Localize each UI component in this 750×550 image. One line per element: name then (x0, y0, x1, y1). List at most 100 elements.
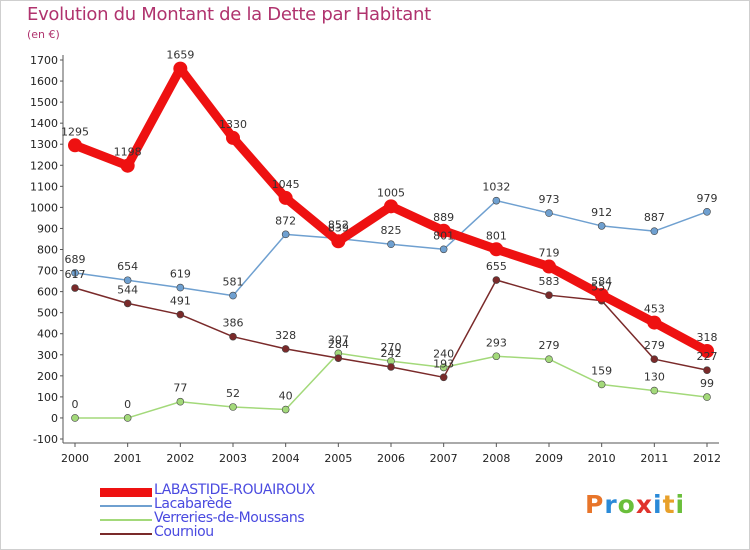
data-point (176, 283, 185, 292)
data-label: 973 (539, 193, 560, 206)
y-tick-label: 500 (37, 307, 58, 320)
data-point (594, 287, 609, 302)
series-courniou (71, 276, 711, 382)
x-tick-label: 2001 (114, 452, 142, 465)
logo-letter: t (662, 490, 676, 519)
data-label: 279 (644, 339, 665, 352)
chart-subtitle: (en €) (27, 28, 60, 41)
data-point (650, 227, 659, 235)
logo-letter: r (604, 490, 618, 519)
y-tick-label: 1200 (30, 159, 58, 172)
logo-letter: i (675, 490, 686, 519)
data-label: 1330 (219, 118, 247, 131)
data-label: 1659 (166, 49, 194, 62)
data-point (439, 245, 448, 254)
legend-label: Courniou (154, 524, 214, 540)
data-point (545, 291, 553, 299)
proxiti-logo: Proxiti (585, 490, 685, 519)
data-label: 1005 (377, 186, 405, 199)
data-label: 872 (275, 214, 296, 227)
chart-title: Evolution du Montant de la Dette par Hab… (27, 4, 431, 25)
data-point (597, 222, 606, 230)
data-point (387, 240, 395, 249)
legend-swatch (100, 533, 152, 535)
logo-letter: o (617, 490, 636, 519)
data-label: 1198 (114, 146, 142, 159)
x-tick-label: 2000 (61, 452, 89, 465)
legend-swatch (100, 519, 152, 521)
legend-label: Lacabarède (154, 496, 232, 512)
data-point (647, 315, 662, 330)
y-tick-label: -100 (33, 433, 58, 446)
legend-label: Verreries-de-Moussans (154, 510, 305, 526)
chart-axes: -100010020030040050060070080090010001100… (30, 54, 721, 465)
logo-letter: x (635, 490, 653, 519)
series-line (74, 199, 708, 297)
series-layer (68, 61, 714, 422)
data-point (489, 242, 504, 257)
data-point (703, 393, 711, 401)
data-label: 77 (173, 382, 187, 395)
data-label: 0 (72, 398, 79, 411)
data-point (597, 380, 606, 389)
data-label: 1045 (272, 178, 300, 191)
data-label: 825 (381, 224, 402, 237)
data-label: 544 (117, 283, 138, 296)
data-point (545, 355, 553, 363)
data-label: 307 (328, 333, 349, 346)
y-tick-label: 300 (37, 349, 58, 362)
data-point (71, 414, 79, 422)
data-point (176, 310, 185, 319)
data-point (173, 61, 188, 76)
logo-letter: i (653, 490, 663, 519)
y-tick-label: 1000 (30, 201, 58, 214)
data-label: 912 (591, 206, 612, 219)
y-tick-label: 1100 (30, 180, 58, 193)
data-label: 193 (433, 357, 454, 370)
data-point (387, 363, 395, 371)
data-point (439, 363, 448, 372)
data-label: 0 (124, 398, 131, 411)
x-tick-label: 2012 (693, 452, 721, 465)
data-label: 581 (223, 276, 244, 289)
y-tick-label: 1700 (30, 54, 58, 67)
data-point (281, 345, 290, 353)
data-label: 655 (486, 260, 507, 273)
x-tick-label: 2008 (482, 452, 510, 465)
data-point (278, 190, 293, 205)
data-point (703, 366, 711, 374)
legend-swatch (100, 487, 152, 497)
data-point (334, 354, 343, 362)
data-point (176, 397, 185, 406)
data-label: 328 (275, 329, 296, 342)
data-label-layer: 689 654 619 581 872 852 825 801 1032 973 912 887 979… (61, 49, 718, 411)
data-label: 889 (433, 211, 454, 224)
data-label: 270 (381, 341, 402, 354)
y-tick-label: 1500 (30, 96, 58, 109)
y-tick-label: 100 (37, 391, 58, 404)
data-label: 453 (644, 303, 665, 316)
y-tick-label: 900 (37, 222, 58, 235)
data-label: 52 (226, 387, 240, 400)
y-tick-label: 600 (37, 286, 58, 299)
data-point (700, 343, 714, 358)
data-point (542, 259, 556, 274)
data-point (226, 130, 240, 145)
series-verreries-de-moussans (71, 349, 711, 422)
data-label: 583 (539, 275, 560, 288)
data-label: 801 (433, 229, 454, 242)
x-tick-label: 2005 (324, 452, 352, 465)
data-label: 159 (591, 364, 612, 377)
data-point (71, 284, 79, 292)
y-tick-label: 200 (37, 370, 58, 383)
data-point (229, 403, 237, 411)
data-label: 293 (486, 336, 507, 349)
data-point (281, 405, 290, 414)
y-tick-label: 0 (51, 412, 58, 425)
y-tick-label: 700 (37, 265, 58, 278)
y-tick-label: 800 (37, 244, 58, 257)
data-point (650, 386, 659, 395)
data-point (68, 138, 82, 153)
